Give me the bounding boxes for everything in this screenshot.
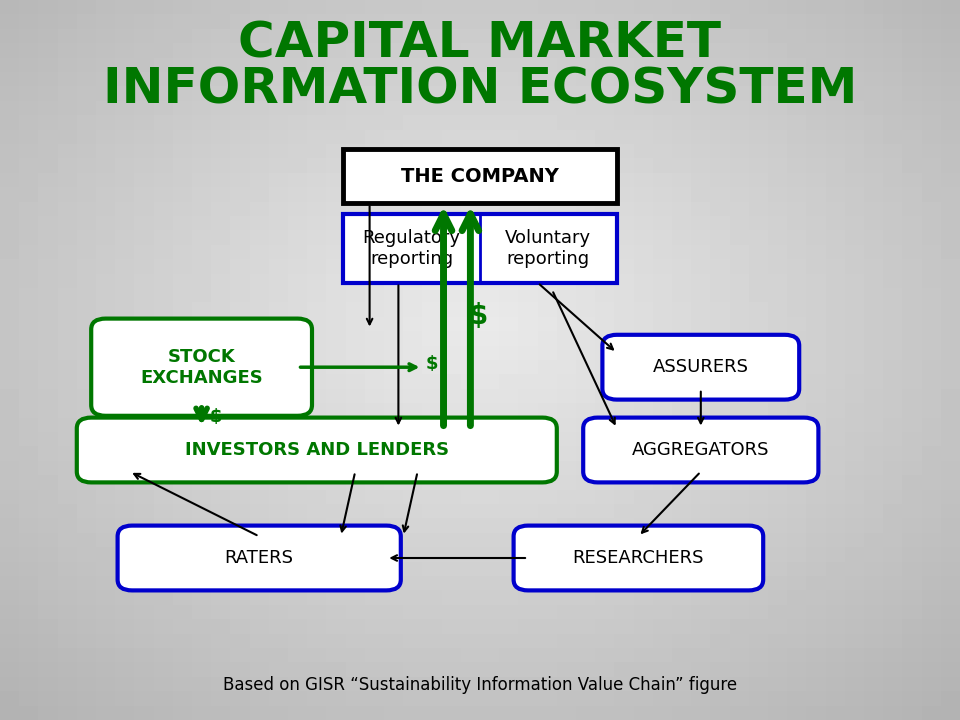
Text: $: $ bbox=[468, 302, 488, 330]
Text: RATERS: RATERS bbox=[225, 549, 294, 567]
Text: RESEARCHERS: RESEARCHERS bbox=[573, 549, 704, 567]
Text: CAPITAL MARKET: CAPITAL MARKET bbox=[238, 19, 722, 67]
Text: INVESTORS AND LENDERS: INVESTORS AND LENDERS bbox=[184, 441, 449, 459]
Text: AGGREGATORS: AGGREGATORS bbox=[632, 441, 770, 459]
FancyBboxPatch shape bbox=[344, 149, 617, 203]
Text: Regulatory
reporting: Regulatory reporting bbox=[363, 229, 461, 268]
Text: $: $ bbox=[209, 408, 223, 426]
Text: THE COMPANY: THE COMPANY bbox=[401, 167, 559, 186]
Text: Based on GISR “Sustainability Information Value Chain” figure: Based on GISR “Sustainability Informatio… bbox=[223, 677, 737, 694]
FancyBboxPatch shape bbox=[583, 418, 818, 482]
Text: $: $ bbox=[425, 355, 439, 373]
Text: INFORMATION ECOSYSTEM: INFORMATION ECOSYSTEM bbox=[103, 66, 857, 114]
FancyBboxPatch shape bbox=[77, 418, 557, 482]
Text: ASSURERS: ASSURERS bbox=[653, 358, 749, 376]
FancyBboxPatch shape bbox=[91, 318, 312, 416]
FancyBboxPatch shape bbox=[344, 215, 617, 282]
FancyBboxPatch shape bbox=[118, 526, 401, 590]
FancyBboxPatch shape bbox=[514, 526, 763, 590]
Text: Voluntary
reporting: Voluntary reporting bbox=[505, 229, 591, 268]
Text: STOCK
EXCHANGES: STOCK EXCHANGES bbox=[140, 348, 263, 387]
FancyBboxPatch shape bbox=[603, 335, 799, 400]
